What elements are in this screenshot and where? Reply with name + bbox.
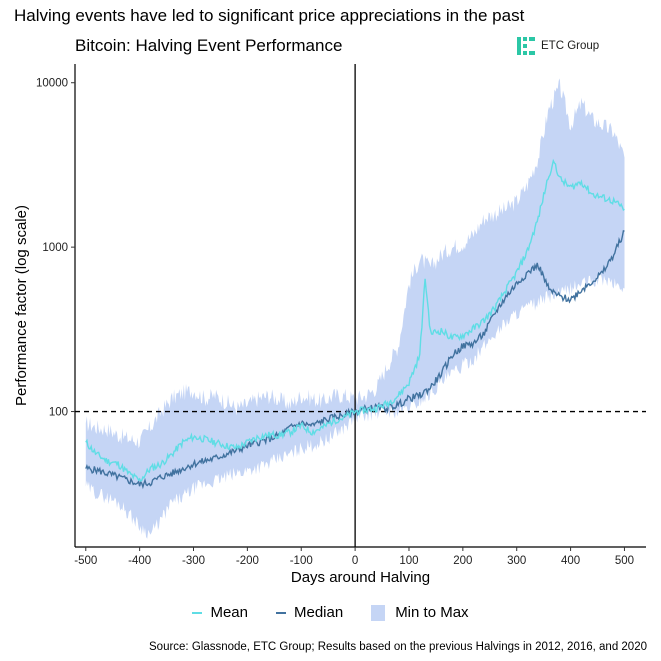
etc-group-logo: ETC Group — [517, 37, 599, 55]
x-tick-label: 300 — [507, 555, 526, 567]
x-tick-label: 0 — [352, 555, 358, 567]
x-tick-label: 400 — [561, 555, 580, 567]
legend-label-median: Median — [293, 604, 344, 621]
legend-swatch-mean — [192, 611, 203, 614]
legend-label-range: Min to Max — [395, 604, 469, 621]
y-axis-title: Performance factor (log scale) — [13, 205, 30, 406]
legend-swatch-median — [275, 611, 286, 614]
range-band — [85, 78, 625, 539]
etc-group-logo-icon — [517, 37, 535, 55]
legend-item-mean: Mean — [192, 604, 248, 621]
x-tick-label: 500 — [615, 555, 634, 567]
legend-item-range: Min to Max — [371, 604, 469, 621]
median-line — [85, 230, 625, 490]
y-tick-label: 1000 — [42, 242, 68, 254]
plot-area — [75, 64, 646, 547]
x-tick-label: -100 — [290, 555, 313, 567]
legend-label-mean: Mean — [210, 604, 248, 621]
logo-text: ETC Group — [541, 40, 600, 52]
source-note: Source: Glassnode, ETC Group; Results ba… — [149, 641, 647, 653]
x-tick-label: 200 — [453, 555, 472, 567]
axes: -500 -400 -300 -200 -100 0 100 200 300 400 500 100 1… — [36, 64, 646, 567]
legend-item-median: Median — [275, 604, 344, 621]
y-tick-label: 100 — [49, 407, 68, 419]
x-tick-label: -300 — [182, 555, 205, 567]
headline: Halving events have led to significant p… — [14, 6, 525, 25]
x-tick-label: 100 — [399, 555, 418, 567]
legend-swatch-range — [371, 604, 386, 621]
x-tick-label: -400 — [128, 555, 151, 567]
mean-line — [85, 158, 625, 482]
legend: Mean Median Min to Max — [0, 604, 661, 621]
chart-title: Bitcoin: Halving Event Performance — [75, 36, 343, 55]
x-axis-title: Days around Halving — [291, 569, 430, 586]
x-tick-label: -500 — [74, 555, 97, 567]
y-tick-label: 10000 — [36, 78, 68, 90]
x-tick-label: -200 — [236, 555, 259, 567]
